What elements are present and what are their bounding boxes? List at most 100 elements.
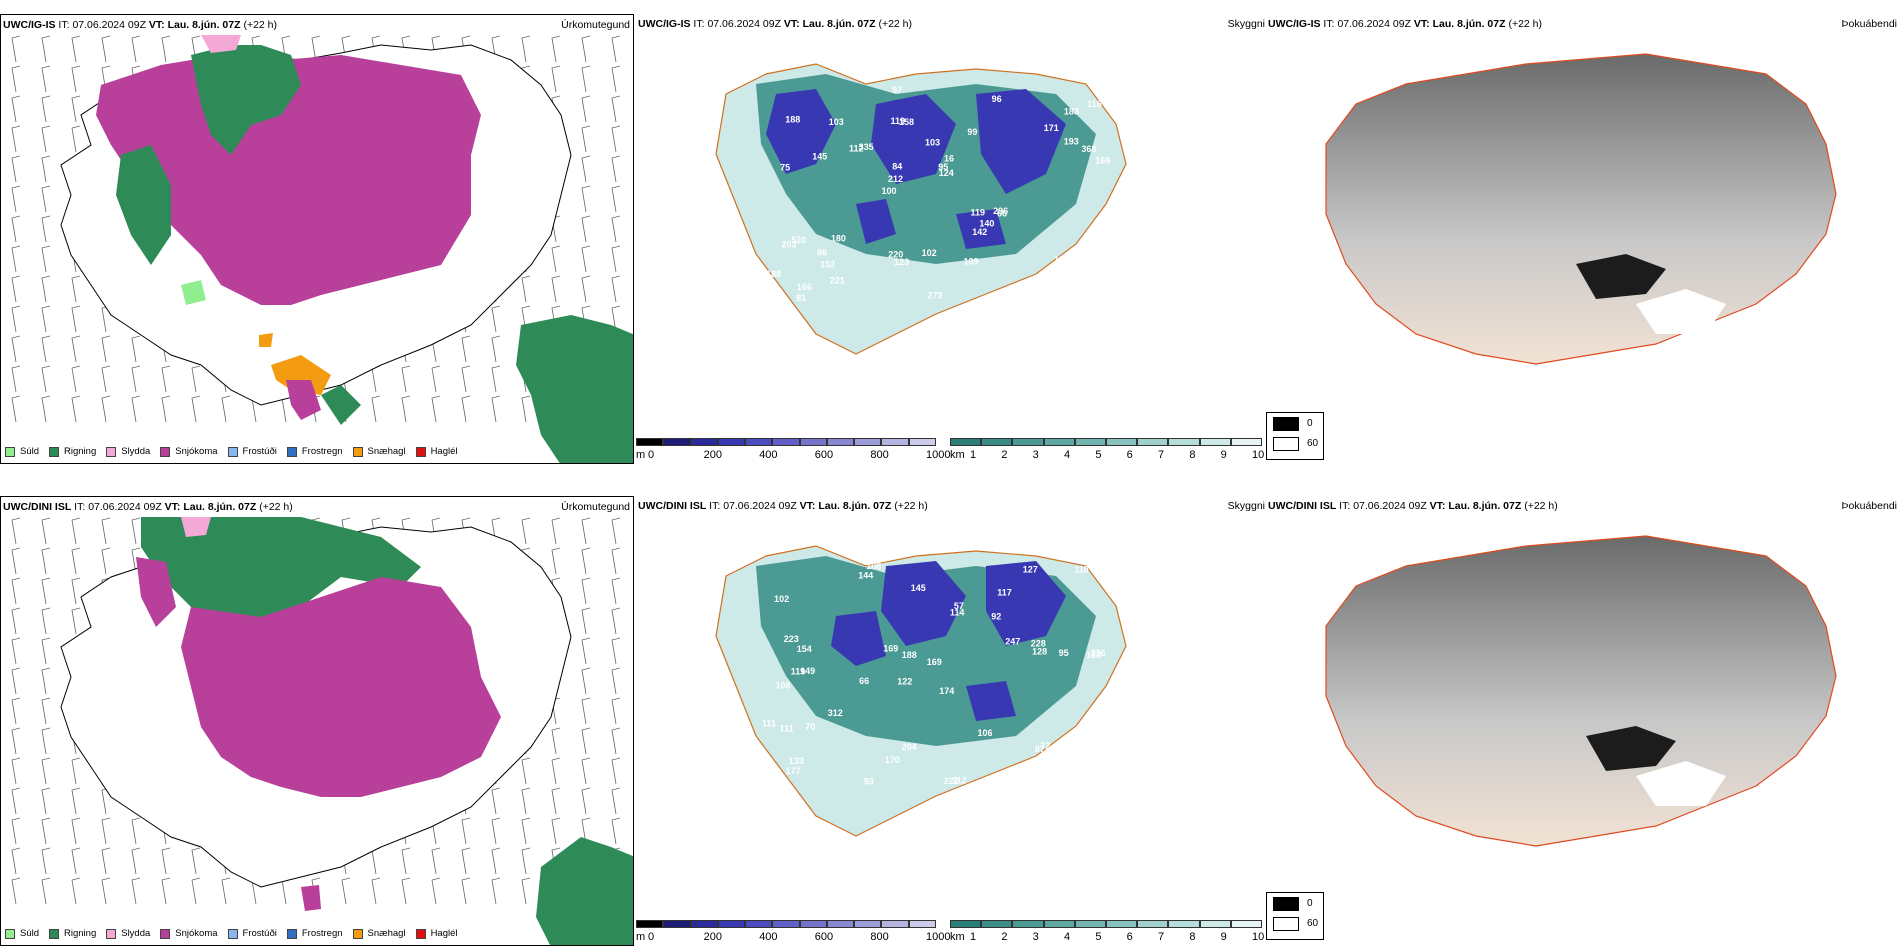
colorbar-tick: 6 bbox=[1126, 931, 1133, 943]
ceiling-peak-value: 87 bbox=[1035, 744, 1045, 754]
ceiling-map: 181 75 183 100 99 166 119 103 520 335 188 152 158 16 6… bbox=[715, 63, 1127, 355]
wind-barb bbox=[521, 787, 531, 815]
wind-barb bbox=[101, 335, 111, 363]
ceiling-peak-value: 72 bbox=[1040, 741, 1050, 751]
fog-legend-swatch bbox=[1273, 437, 1299, 451]
colorbar-segment bbox=[772, 920, 800, 928]
wind-barb bbox=[71, 125, 81, 153]
ceiling-peak-value: 57 bbox=[954, 601, 964, 611]
legend-swatch bbox=[415, 446, 426, 457]
legend-label: Frostúði bbox=[242, 446, 277, 457]
wind-barb bbox=[41, 305, 51, 333]
wind-barb bbox=[11, 365, 21, 393]
wind-barb bbox=[611, 637, 621, 665]
ceiling-peak-value: 81 bbox=[796, 293, 806, 303]
wind-barb bbox=[581, 817, 591, 845]
ceiling-peak-value: 103 bbox=[829, 117, 844, 127]
wind-barb bbox=[71, 577, 81, 605]
legend-label: Frostregn bbox=[301, 928, 343, 939]
wind-barb bbox=[161, 877, 171, 905]
colorbar-segment bbox=[690, 438, 718, 446]
wind-barb bbox=[41, 395, 51, 423]
ceiling-peak-value: 66 bbox=[859, 676, 869, 686]
fog-legend-bottom: 0 60 bbox=[1266, 892, 1324, 940]
it-value: 07.06.2024 09Z bbox=[72, 19, 146, 31]
panel-name: Skyggni bbox=[1227, 500, 1265, 512]
ceiling-peak-value: 236 bbox=[1091, 648, 1106, 658]
colorbar-tick: 8 bbox=[1189, 931, 1196, 943]
wind-barb bbox=[131, 365, 141, 393]
wind-barb bbox=[401, 395, 411, 423]
wind-barb bbox=[131, 395, 141, 423]
ceiling-peak-value: 114 bbox=[950, 608, 965, 618]
wind-barb bbox=[101, 395, 111, 423]
colorbar-segment bbox=[1199, 438, 1231, 446]
ceiling-peak-value: 193 bbox=[1064, 137, 1079, 147]
rain-region-north bbox=[191, 45, 301, 155]
ceiling-peak-value: 111 bbox=[780, 723, 794, 733]
colorbar-segment bbox=[1230, 920, 1262, 928]
legend-swatch bbox=[286, 928, 297, 939]
ceiling-peak-value: 108 bbox=[776, 680, 791, 690]
wind-barb bbox=[401, 877, 411, 905]
wind-barb bbox=[11, 95, 21, 123]
wind-barb bbox=[191, 847, 201, 875]
panel-title: UWC/DINI ISL IT: 07.06.2024 09Z VT: Lau.… bbox=[3, 501, 293, 513]
colorbar-unit: km bbox=[950, 449, 965, 461]
colorbar-segment bbox=[1230, 438, 1262, 446]
colorbar-segment bbox=[881, 438, 909, 446]
wind-barb bbox=[551, 517, 561, 545]
visibility-colorbar: km 1 2 3 4 5 6 7 8 9 10 bbox=[950, 438, 1264, 462]
wind-barb bbox=[11, 245, 21, 273]
wind-barb bbox=[521, 847, 531, 875]
colorbar-tick: 7 bbox=[1158, 449, 1165, 461]
wind-barb bbox=[191, 395, 201, 423]
colorbar-segment bbox=[799, 438, 827, 446]
wind-barb bbox=[581, 125, 591, 153]
colorbar-tick: 5 bbox=[1095, 449, 1102, 461]
ceiling-peak-value: 93 bbox=[864, 777, 874, 787]
legend-item: Snjókoma bbox=[160, 928, 218, 939]
legend-swatch bbox=[5, 446, 15, 457]
lead-time: (+22 h) bbox=[1524, 500, 1558, 512]
wind-barb bbox=[581, 65, 591, 93]
wind-barb bbox=[11, 395, 21, 423]
ceiling-peak-value: 335 bbox=[859, 142, 874, 152]
ceiling-peak-value: 95 bbox=[1059, 648, 1069, 658]
fog-legend-label: 0 bbox=[1307, 418, 1313, 429]
cloud-ceiling-panel-top: UWC/IG-IS IT: 07.06.2024 09Z VT: Lau. 8.… bbox=[636, 14, 1268, 464]
wind-barb bbox=[161, 35, 171, 63]
ceiling-peak-value: 117 bbox=[997, 588, 1012, 598]
legend-label: Snjókoma bbox=[175, 446, 218, 457]
legend-item: Frostúði bbox=[227, 446, 277, 457]
wind-barb bbox=[41, 275, 51, 303]
it-label: IT: bbox=[709, 500, 721, 512]
fog-legend-swatch bbox=[1273, 917, 1299, 931]
wind-barb bbox=[431, 847, 441, 875]
colorbar-segment bbox=[1137, 438, 1169, 446]
ceiling-peak-value: 149 bbox=[800, 666, 815, 676]
ceiling-peak-value: 119 bbox=[971, 207, 986, 217]
legend-swatch bbox=[352, 446, 363, 457]
precip-type-panel-top: UWC/IG-IS IT: 07.06.2024 09Z VT: Lau. 8.… bbox=[0, 14, 634, 464]
ceiling-peak-value: 118 bbox=[1074, 565, 1089, 575]
wind-barb bbox=[41, 125, 51, 153]
legend-item: Haglél bbox=[415, 928, 458, 939]
legend-label: Slydda bbox=[121, 446, 151, 457]
wind-barb bbox=[11, 877, 21, 905]
colorbar-segment bbox=[1137, 920, 1169, 928]
colorbar-segment bbox=[772, 438, 800, 446]
ceiling-peak-value: 128 bbox=[1032, 647, 1047, 657]
wind-barb bbox=[41, 95, 51, 123]
colorbar-segment bbox=[981, 438, 1013, 446]
colorbar-tick: 10 bbox=[1252, 931, 1265, 943]
ceiling-peak-value: 133 bbox=[789, 756, 804, 766]
precip-type-panel-bottom: UWC/DINI ISL IT: 07.06.2024 09Z VT: Lau.… bbox=[0, 496, 634, 946]
ceiling-peak-value: 171 bbox=[1044, 123, 1059, 133]
ceiling-peak-value: 296 bbox=[993, 206, 1008, 216]
wind-barb bbox=[11, 607, 21, 635]
wind-barb bbox=[71, 35, 81, 63]
legend-label: Súld bbox=[20, 928, 40, 939]
colorbar-segment bbox=[826, 438, 855, 446]
wind-barb bbox=[71, 517, 81, 545]
